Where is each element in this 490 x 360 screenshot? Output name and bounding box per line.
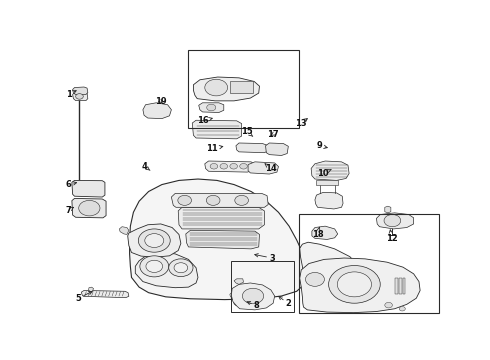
Text: 7: 7 <box>65 206 74 215</box>
Polygon shape <box>72 180 105 197</box>
Polygon shape <box>234 298 250 306</box>
Polygon shape <box>172 193 268 207</box>
Polygon shape <box>236 143 268 153</box>
Bar <box>403 278 405 294</box>
Bar <box>189 50 298 128</box>
Polygon shape <box>230 293 247 298</box>
Text: 15: 15 <box>242 127 253 136</box>
Polygon shape <box>129 179 307 300</box>
Circle shape <box>305 273 324 286</box>
Bar <box>317 180 339 185</box>
Polygon shape <box>315 192 343 209</box>
Circle shape <box>329 266 380 303</box>
Circle shape <box>240 163 247 169</box>
Circle shape <box>399 307 405 311</box>
Circle shape <box>235 195 248 205</box>
Text: 13: 13 <box>294 118 307 128</box>
Bar <box>399 278 401 294</box>
Polygon shape <box>312 226 338 239</box>
Polygon shape <box>205 161 255 172</box>
Polygon shape <box>385 206 391 213</box>
Polygon shape <box>248 162 278 174</box>
Bar <box>298 214 439 314</box>
Text: 17: 17 <box>268 130 279 139</box>
Circle shape <box>178 195 192 205</box>
Circle shape <box>75 94 83 99</box>
Circle shape <box>174 263 188 273</box>
Text: 14: 14 <box>265 164 277 173</box>
Circle shape <box>79 201 100 216</box>
Polygon shape <box>186 230 260 249</box>
Text: 8: 8 <box>247 301 260 310</box>
Polygon shape <box>81 291 129 298</box>
Polygon shape <box>376 213 414 229</box>
Polygon shape <box>199 103 224 112</box>
Circle shape <box>206 195 220 205</box>
Text: 10: 10 <box>317 169 331 178</box>
Polygon shape <box>73 87 88 94</box>
Polygon shape <box>120 227 129 234</box>
Polygon shape <box>192 120 242 139</box>
Polygon shape <box>143 103 171 118</box>
Polygon shape <box>72 198 106 218</box>
Circle shape <box>205 79 227 96</box>
Bar <box>395 278 398 294</box>
Text: 3: 3 <box>255 253 275 262</box>
Polygon shape <box>89 287 94 291</box>
Polygon shape <box>135 252 198 288</box>
Circle shape <box>138 229 170 252</box>
Polygon shape <box>178 207 265 229</box>
Text: 1: 1 <box>66 90 76 99</box>
Polygon shape <box>300 258 420 312</box>
Text: 11: 11 <box>206 144 223 153</box>
Text: 4: 4 <box>142 162 150 171</box>
Circle shape <box>243 288 264 304</box>
Circle shape <box>385 302 392 308</box>
Polygon shape <box>73 92 88 100</box>
Text: 5: 5 <box>75 292 92 303</box>
Circle shape <box>207 104 216 111</box>
Text: 9: 9 <box>317 141 327 150</box>
Circle shape <box>220 163 227 169</box>
Bar <box>230 81 253 93</box>
Circle shape <box>145 234 164 247</box>
Circle shape <box>140 256 169 277</box>
Polygon shape <box>194 77 260 101</box>
Circle shape <box>210 163 218 169</box>
Circle shape <box>169 259 193 276</box>
Text: 2: 2 <box>279 296 291 308</box>
Bar <box>231 261 294 312</box>
Circle shape <box>337 272 371 297</box>
Polygon shape <box>231 283 275 310</box>
Text: 16: 16 <box>196 116 212 125</box>
Text: 12: 12 <box>386 230 397 243</box>
Text: 19: 19 <box>155 97 167 106</box>
Text: 6: 6 <box>65 180 76 189</box>
Text: 18: 18 <box>312 227 323 239</box>
Polygon shape <box>300 242 359 287</box>
Polygon shape <box>311 161 349 180</box>
Polygon shape <box>266 143 288 156</box>
Polygon shape <box>128 224 181 257</box>
Polygon shape <box>234 279 244 284</box>
Circle shape <box>230 163 238 169</box>
Circle shape <box>384 215 401 227</box>
Circle shape <box>146 260 163 273</box>
